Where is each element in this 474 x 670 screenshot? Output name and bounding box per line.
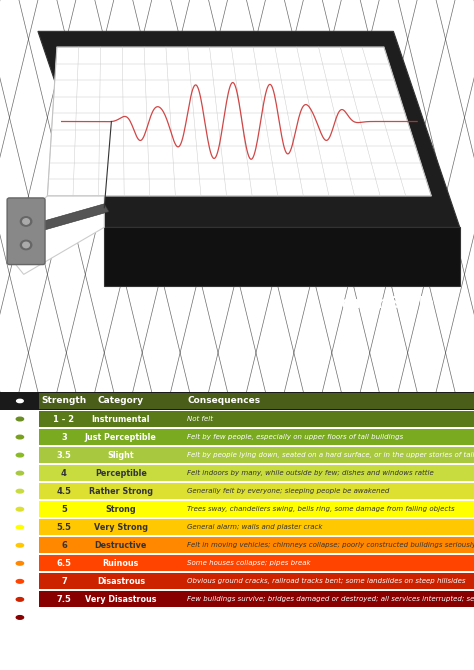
Circle shape (3, 537, 36, 553)
Text: 6.5: 6.5 (56, 559, 72, 567)
Polygon shape (47, 47, 431, 196)
Circle shape (20, 241, 32, 250)
Text: Felt by people lying down, seated on a hard surface, or in the upper stories of : Felt by people lying down, seated on a h… (187, 452, 474, 458)
Text: 7.5: 7.5 (56, 595, 72, 604)
Text: 4.5: 4.5 (56, 486, 72, 496)
Text: Ruinous: Ruinous (103, 559, 139, 567)
Text: Destructive: Destructive (95, 541, 147, 550)
Circle shape (16, 471, 24, 475)
Text: Obvious ground cracks, railroad tracks bent; some landslides on steep hillsides: Obvious ground cracks, railroad tracks b… (187, 578, 466, 584)
Text: Instrumental: Instrumental (91, 415, 150, 423)
Text: General alarm; walls and plaster crack: General alarm; walls and plaster crack (187, 524, 323, 530)
FancyBboxPatch shape (7, 198, 45, 265)
Polygon shape (38, 31, 460, 227)
FancyBboxPatch shape (39, 429, 474, 445)
FancyBboxPatch shape (39, 483, 474, 499)
FancyBboxPatch shape (39, 393, 474, 409)
Circle shape (23, 243, 29, 248)
Circle shape (16, 543, 24, 547)
Circle shape (17, 399, 23, 403)
Text: 4: 4 (61, 468, 67, 478)
FancyBboxPatch shape (39, 447, 474, 463)
Text: Generally felt by everyone; sleeping people be awakened: Generally felt by everyone; sleeping peo… (187, 488, 390, 494)
Circle shape (16, 616, 24, 619)
Circle shape (16, 454, 24, 457)
Text: Not felt: Not felt (187, 416, 213, 422)
Text: Strength: Strength (41, 397, 87, 405)
FancyBboxPatch shape (39, 519, 474, 535)
Text: 5: 5 (61, 505, 67, 514)
Text: Disastrous: Disastrous (97, 577, 145, 586)
Text: Very Disastrous: Very Disastrous (85, 595, 156, 604)
Text: 8: 8 (61, 613, 67, 622)
Circle shape (3, 519, 36, 535)
Circle shape (16, 561, 24, 565)
FancyBboxPatch shape (39, 537, 474, 553)
FancyBboxPatch shape (39, 574, 474, 590)
Circle shape (3, 573, 36, 590)
Circle shape (16, 507, 24, 511)
Circle shape (3, 447, 36, 464)
FancyBboxPatch shape (0, 392, 474, 410)
FancyBboxPatch shape (39, 465, 474, 481)
Circle shape (3, 483, 36, 499)
Text: 3.5: 3.5 (56, 451, 72, 460)
Text: 5.5: 5.5 (56, 523, 72, 532)
Circle shape (3, 429, 36, 446)
Text: Very Strong: Very Strong (94, 523, 148, 532)
Text: Trees sway, chandeliers swing, bells ring, some damage from falling objects: Trees sway, chandeliers swing, bells rin… (187, 506, 455, 513)
Text: Destruction; objects thrown into the air; river courses and topography changed: Destruction; objects thrown into the air… (187, 614, 466, 620)
Circle shape (3, 411, 36, 427)
Text: 3: 3 (61, 433, 67, 442)
Text: Rather Strong: Rather Strong (89, 486, 153, 496)
Circle shape (3, 591, 36, 608)
Text: Catastrophic: Catastrophic (92, 613, 150, 622)
Text: Category: Category (98, 397, 144, 405)
FancyBboxPatch shape (39, 411, 474, 427)
Polygon shape (9, 196, 104, 275)
Circle shape (16, 580, 24, 583)
Text: Felt indoors by many, while outside by few; dishes and windows rattle: Felt indoors by many, while outside by f… (187, 470, 434, 476)
Text: Felt in moving vehicles; chimneys collapse; poorly constructed buildings serious: Felt in moving vehicles; chimneys collap… (187, 542, 474, 548)
FancyBboxPatch shape (39, 501, 474, 517)
Circle shape (3, 465, 36, 482)
Circle shape (16, 436, 24, 439)
FancyBboxPatch shape (39, 592, 474, 607)
Circle shape (16, 598, 24, 601)
Text: 7: 7 (61, 577, 67, 586)
Text: Richter Scale: Richter Scale (325, 296, 434, 311)
Circle shape (3, 609, 36, 626)
Circle shape (20, 217, 32, 226)
Circle shape (3, 501, 36, 517)
FancyBboxPatch shape (39, 555, 474, 572)
Circle shape (3, 555, 36, 572)
Text: 6: 6 (61, 541, 67, 550)
Text: Slight: Slight (108, 451, 134, 460)
Polygon shape (104, 227, 460, 286)
Polygon shape (28, 204, 109, 233)
Text: Consequences: Consequences (187, 397, 260, 405)
Circle shape (16, 525, 24, 529)
Text: Just Perceptible: Just Perceptible (85, 433, 157, 442)
Text: 1 - 2: 1 - 2 (54, 415, 74, 423)
Text: Strong: Strong (106, 505, 136, 514)
Text: Few buildings survive; bridges damaged or destroyed; all services interrupted; s: Few buildings survive; bridges damaged o… (187, 596, 474, 602)
Text: Perceptible: Perceptible (95, 468, 147, 478)
Text: Some houses collapse; pipes break: Some houses collapse; pipes break (187, 560, 311, 566)
Circle shape (16, 489, 24, 493)
Circle shape (23, 218, 29, 224)
Circle shape (16, 417, 24, 421)
Text: Felt by few people, especially on upper floors of tall buildings: Felt by few people, especially on upper … (187, 434, 403, 440)
